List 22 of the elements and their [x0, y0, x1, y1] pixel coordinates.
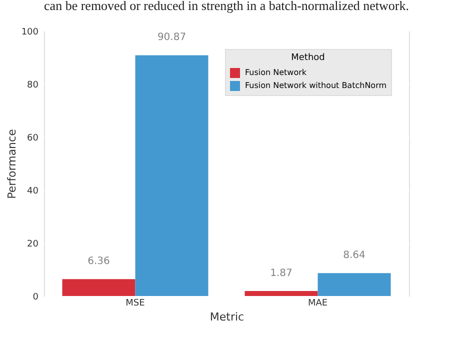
- legend-label: Fusion Network: [245, 68, 307, 77]
- legend-label: Fusion Network without BatchNorm: [245, 81, 387, 90]
- y-tick-label: 80: [27, 80, 39, 90]
- x-tick-label: MSE: [126, 298, 146, 308]
- y-tick-label: 100: [21, 28, 39, 38]
- data-label: 1.87: [270, 268, 292, 280]
- bar: [135, 55, 208, 296]
- bar: [318, 273, 391, 296]
- data-label: 90.87: [157, 32, 186, 44]
- x-axis-title: Metric: [210, 310, 244, 324]
- bar: [244, 291, 318, 296]
- y-tick-label: 40: [27, 186, 39, 196]
- y-tick-label: 60: [27, 134, 39, 144]
- x-tick-label: MAE: [308, 298, 328, 308]
- y-axis-title: Performance: [5, 128, 18, 199]
- legend-title: Method: [291, 53, 325, 63]
- data-label: 6.36: [88, 256, 110, 268]
- bar: [62, 279, 136, 296]
- text: can be removed or reduced in strength in a batch-normalized network.: [44, 0, 409, 13]
- data-label: 8.64: [343, 250, 366, 262]
- y-tick-label: 0: [32, 292, 39, 302]
- y-tick-label: 20: [27, 240, 39, 250]
